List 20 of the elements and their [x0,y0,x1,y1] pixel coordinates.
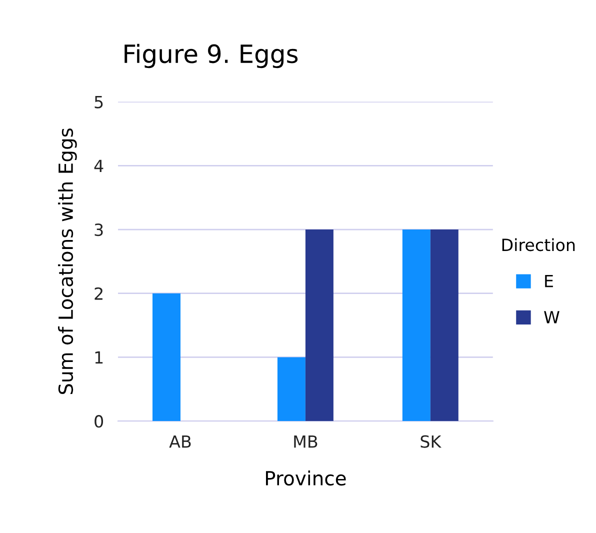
bar [402,230,430,422]
bar [430,230,458,422]
legend-label: W [544,311,560,324]
y-tick-label: 0 [94,415,104,428]
chart-title: Figure 9. Eggs [124,44,298,68]
y-tick-label: 3 [94,223,103,236]
legend-label: E [545,274,553,288]
x-tick-label: SK [420,435,442,448]
legend-title: Direction [502,238,575,252]
bar [277,357,306,422]
y-tick-label: 1 [95,351,103,364]
x-tick-label: MB [294,435,318,448]
x-axis-title: Province [266,470,346,486]
y-tick-label: 5 [94,96,103,108]
x-tick-label: AB [169,435,191,448]
bar [305,230,334,422]
y-axis-title: Sum of Locations with Eggs [58,128,77,394]
y-tick-label: 2 [94,287,102,300]
bar [152,293,180,422]
y-tick-label: 4 [94,160,104,172]
